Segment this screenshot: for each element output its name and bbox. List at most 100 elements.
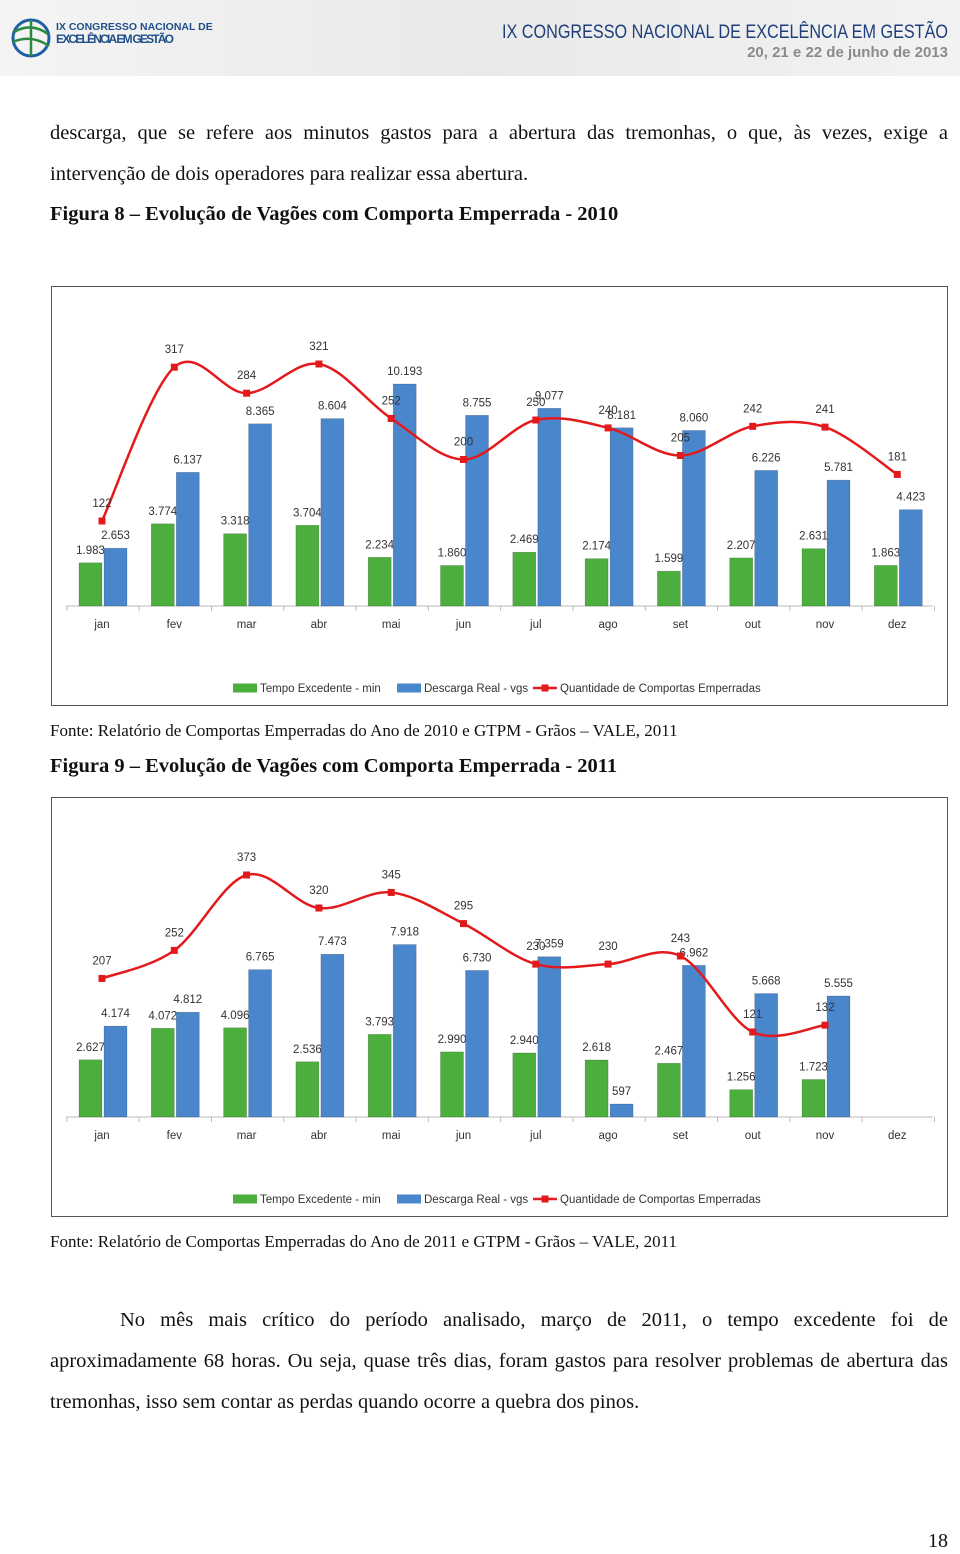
x-tick-label: out (745, 1130, 762, 1142)
bar (223, 533, 247, 607)
bar (367, 557, 392, 607)
line-marker (749, 422, 757, 430)
chart-frame: jan fev mar abr mai jun jul ago set out nov dez 1.98… (51, 286, 948, 706)
legend-label: Quantidade de Comportas Emperradas (560, 1194, 761, 1206)
bar (826, 479, 851, 607)
bar (151, 523, 175, 607)
data-label: 2.940 (510, 1035, 539, 1047)
legend-label: Descarga Real - vgs (424, 683, 528, 695)
bar (609, 427, 634, 607)
data-label: 1.256 (727, 1072, 756, 1084)
bar (176, 472, 200, 607)
bar (320, 418, 345, 607)
chart: jan fev mar abr mai jun jul ago set out nov dez 1.98… (66, 341, 935, 695)
data-label: 200 (454, 436, 473, 448)
data-label: 2.653 (101, 530, 130, 542)
legend-swatch (397, 1194, 421, 1204)
header-band (0, 0, 960, 76)
bar (754, 993, 779, 1118)
x-tick-label: dez (888, 619, 907, 631)
data-label: 4.812 (173, 994, 202, 1006)
data-label: 2.631 (799, 531, 828, 543)
data-label: 7.359 (535, 939, 564, 951)
data-label: 345 (382, 869, 401, 881)
bar (898, 509, 923, 607)
line-marker (604, 424, 612, 432)
data-label: 1.860 (438, 547, 467, 559)
data-label: 8.755 (463, 397, 492, 409)
bar (609, 1103, 634, 1118)
bar (754, 470, 779, 607)
data-label: 284 (237, 370, 257, 382)
data-label: 4.423 (896, 492, 925, 504)
x-tick-label: ago (599, 619, 618, 631)
data-label: 205 (671, 433, 690, 445)
data-label: 2.618 (582, 1042, 611, 1054)
data-label: 5.668 (752, 976, 781, 988)
data-label: 317 (165, 344, 184, 356)
bar (392, 944, 417, 1118)
line-marker (243, 871, 251, 879)
header: IX CONGRESSO NACIONAL DE EXCELÊNCIA EM G… (0, 0, 960, 76)
data-label: 1.983 (76, 545, 105, 557)
line-marker (821, 1021, 829, 1029)
data-label: 230 (526, 941, 545, 953)
data-label: 7.473 (318, 936, 347, 948)
data-label: 6.226 (752, 452, 781, 464)
data-label: 321 (309, 341, 328, 353)
data-label: 132 (815, 1002, 834, 1014)
data-label: 181 (888, 451, 907, 463)
x-tick-label: jun (455, 619, 471, 631)
bar (440, 1051, 464, 1118)
bar (440, 565, 464, 607)
logo-text: IX CONGRESSO NACIONAL DE (56, 21, 213, 33)
line-marker (604, 960, 612, 968)
chart-frame: jan fev mar abr mai jun jul ago set out nov dez 2.62… (51, 797, 948, 1217)
x-tick-label: set (673, 619, 689, 631)
legend-label: Tempo Excedente - min (260, 683, 381, 695)
bar (801, 548, 826, 607)
x-tick-label: mar (237, 1130, 257, 1142)
legend-swatch (541, 1195, 549, 1203)
figure-source: Fonte: Relatório de Comportas Emperradas… (50, 1232, 678, 1251)
x-tick-label: mai (382, 1130, 401, 1142)
data-label: 252 (165, 927, 184, 939)
data-label: 2.174 (582, 541, 611, 553)
data-label: 250 (526, 397, 545, 409)
logo-text: EXCELÊNCIA EM GESTÃO (56, 31, 174, 46)
bar (657, 570, 681, 607)
data-label: 122 (92, 498, 111, 510)
bar (103, 547, 128, 607)
line-marker (98, 974, 106, 982)
data-label: 8.181 (607, 410, 636, 422)
data-label: 295 (454, 901, 473, 913)
line-marker (821, 423, 829, 431)
data-label: 6.962 (680, 947, 709, 959)
bar (873, 565, 898, 607)
data-label: 242 (743, 403, 762, 415)
bar (248, 423, 272, 607)
line-marker (315, 360, 323, 368)
x-tick-label: nov (816, 619, 835, 631)
data-label: 320 (309, 885, 328, 897)
legend-swatch (397, 683, 421, 693)
data-label: 597 (612, 1086, 631, 1098)
data-label: 121 (743, 1009, 762, 1021)
line-marker (170, 946, 178, 954)
x-tick-label: fev (167, 1130, 183, 1142)
bar (537, 408, 562, 607)
header-date: 20, 21 e 22 de junho de 2013 (747, 44, 948, 61)
bar (729, 557, 754, 607)
header-title: IX CONGRESSO NACIONAL DE EXCELÊNCIA EM G… (502, 21, 948, 43)
bar (103, 1025, 128, 1118)
x-tick-label: out (745, 619, 762, 631)
x-tick-label: abr (311, 1130, 328, 1142)
bar (657, 1062, 681, 1118)
bar (295, 525, 320, 607)
data-label: 3.793 (365, 1016, 394, 1028)
data-label: 7.918 (390, 927, 419, 939)
data-label: 230 (599, 941, 618, 953)
bar (584, 1059, 609, 1118)
data-label: 5.555 (824, 978, 853, 990)
